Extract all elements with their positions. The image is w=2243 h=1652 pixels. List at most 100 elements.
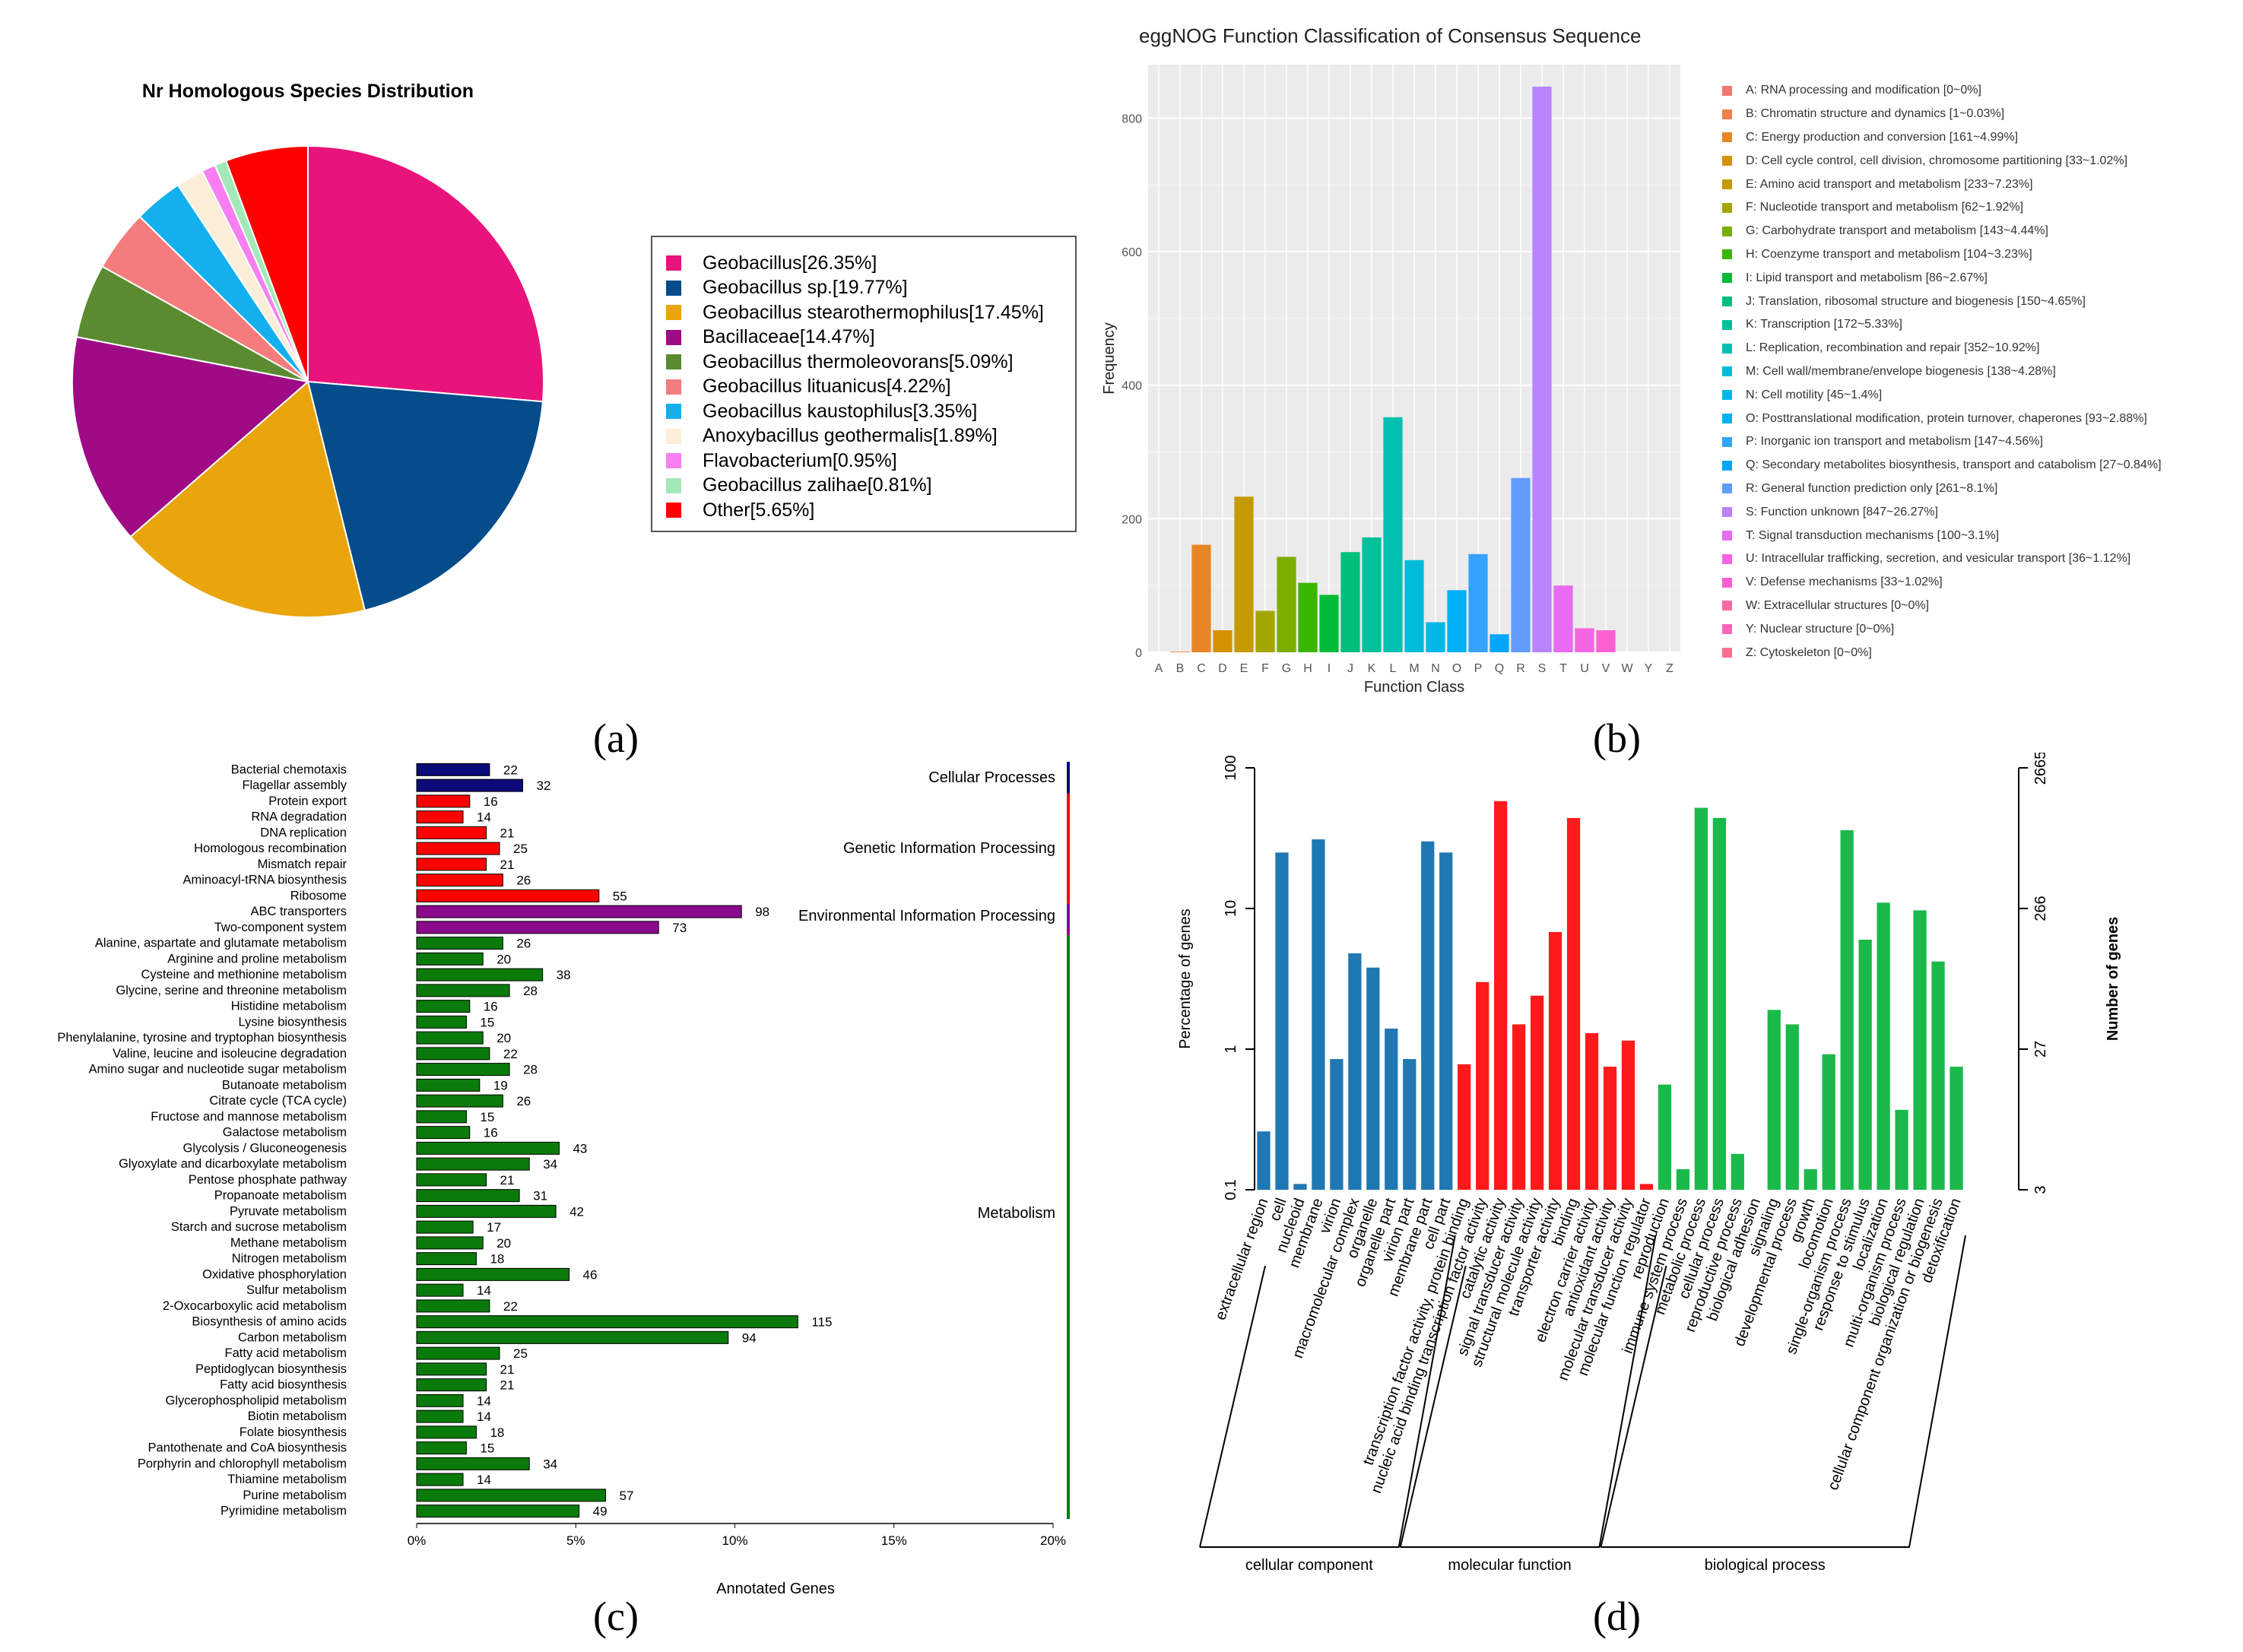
- bar-peptidoglycan-biosynthesis: [416, 1362, 487, 1376]
- row-label: Folate biosynthesis: [240, 1425, 347, 1439]
- bar-nucleic-acid-binding-transcription-factor-activity: [1476, 981, 1490, 1190]
- value-label: 94: [742, 1330, 757, 1345]
- y-tick-label: 10: [1223, 900, 1239, 917]
- panel-c: Bacterial chemotaxis 22 Flagellar assembly…: [0, 753, 1095, 1604]
- legend-swatch: [1722, 343, 1732, 354]
- bar-amino-sugar-and-nucleotide-sugar-metabolism: [416, 1063, 510, 1076]
- x-tick-label: N: [1431, 662, 1440, 675]
- row-label: Two-component system: [214, 921, 347, 934]
- bar-cysteine-and-methionine-metabolism: [416, 968, 544, 981]
- x-tick-label: H: [1303, 662, 1312, 675]
- x-tick-label: 20%: [1040, 1533, 1066, 1548]
- bar-nitrogen-metabolism: [416, 1252, 477, 1266]
- bar-reproduction: [1658, 1084, 1672, 1190]
- x-tick-label: V: [1602, 662, 1610, 675]
- group-label: cellular component: [1245, 1557, 1373, 1574]
- row-label: Oxidative phosphorylation: [202, 1267, 347, 1281]
- row-label: Butanoate metabolism: [222, 1078, 347, 1092]
- value-label: 16: [484, 1126, 498, 1140]
- value-label: 57: [619, 1489, 633, 1503]
- y-axis-label: Frequency: [1101, 322, 1118, 395]
- value-label: 22: [503, 1299, 518, 1314]
- bar-glycolysis-gluconeogenesis: [416, 1141, 560, 1155]
- pie-legend-item: Geobacillus lituanicus[4.22%]: [666, 375, 1075, 400]
- pie-legend-item: Bacillaceae[14.47%]: [666, 325, 1075, 350]
- value-label: 14: [477, 1283, 491, 1298]
- bar-R: [1511, 477, 1531, 652]
- bar-propanoate-metabolism: [416, 1189, 520, 1203]
- legend-swatch: [1722, 273, 1732, 284]
- legend-swatch: [666, 428, 681, 444]
- bar-Q: [1490, 634, 1509, 652]
- bar-single-organism-process: [1840, 830, 1854, 1190]
- bar-2-oxocarboxylic-acid-metabolism: [416, 1299, 490, 1313]
- legend-label: V: Defense mechanisms [33~1.02%]: [1746, 576, 1943, 589]
- bar-fatty-acid-metabolism: [416, 1346, 500, 1360]
- value-label: 20: [497, 1031, 511, 1045]
- row-label: Glycerophospholipid metabolism: [166, 1394, 347, 1407]
- pie-legend-item: Geobacillus[26.35%]: [666, 251, 1075, 276]
- y-tick-label: 800: [1122, 113, 1142, 125]
- x-tick-label: C: [1197, 662, 1206, 675]
- row-label: Homologous recombination: [194, 842, 347, 855]
- bar-pyruvate-metabolism: [416, 1204, 557, 1218]
- group-bracket: [1600, 1235, 1966, 1548]
- row-label: DNA replication: [260, 826, 347, 839]
- pie-legend-item: Geobacillus kaustophilus[3.35%]: [666, 399, 1075, 424]
- bar-abc-transporters: [416, 905, 742, 918]
- panel-b: eggNOG Function Classification of Consen…: [1095, 0, 2243, 730]
- legend-label: W: Extracellular structures [0~0%]: [1746, 598, 1930, 612]
- bar-aminoacyl-trna-biosynthesis: [416, 874, 503, 887]
- row-label: Arginine and proline metabolism: [167, 952, 347, 966]
- pie-chart: Nr Homologous Species Distribution: [71, 81, 544, 618]
- bar-glyoxylate-and-dicarboxylate-metabolism: [416, 1157, 530, 1171]
- row-label: Purine metabolism: [243, 1489, 347, 1502]
- eggnog-legend-item: N: Cell motility [45~1.4%]: [1722, 383, 2239, 407]
- eggnog-legend-item: R: General function prediction only [261…: [1722, 477, 2239, 501]
- value-label: 49: [593, 1505, 608, 1519]
- legend-swatch: [666, 379, 681, 395]
- legend-swatch: [1722, 109, 1732, 119]
- row-label: Fructose and mannose metabolism: [151, 1110, 347, 1124]
- legend-swatch: [666, 477, 681, 493]
- panel-d: 0.1 3 1 27 10 266 100 2665 Percentage of genes Nu…: [1125, 751, 2243, 1604]
- legend-label: H: Coenzyme transport and metabolism [10…: [1746, 247, 2032, 261]
- pie-slice-bacillaceae-14-47: [71, 335, 310, 538]
- eggnog-legend-item: F: Nucleotide transport and metabolism […: [1722, 196, 2239, 220]
- legend-swatch: [1722, 249, 1732, 260]
- bar-multi-organism-process: [1895, 1109, 1908, 1190]
- value-label: 17: [487, 1220, 501, 1235]
- eggnog-legend-item: Z: Cytoskeleton [0~0%]: [1722, 641, 2239, 664]
- legend-label: F: Nucleotide transport and metabolism […: [1746, 201, 2024, 214]
- legend-swatch: [666, 354, 681, 370]
- value-label: 22: [503, 763, 518, 777]
- bar-M: [1404, 560, 1424, 652]
- eggnog-legend-item: I: Lipid transport and metabolism [86~2.…: [1722, 266, 2239, 290]
- bar-glycerophospholipid-metabolism: [416, 1394, 464, 1407]
- value-label: 20: [497, 1236, 511, 1251]
- bar-D: [1213, 630, 1233, 652]
- bar-signal-transducer-activity: [1512, 1024, 1526, 1190]
- legend-label: Q: Secondary metabolites biosynthesis, t…: [1746, 458, 2162, 472]
- legend-swatch: [666, 453, 681, 469]
- bar-V: [1596, 630, 1616, 652]
- eggnog-legend-item: K: Transcription [172~5.33%]: [1722, 313, 2239, 337]
- bar-oxidative-phosphorylation: [416, 1267, 570, 1281]
- x-tick-label: W: [1621, 662, 1633, 675]
- value-label: 26: [516, 937, 531, 951]
- row-label: Sulfur metabolism: [246, 1283, 347, 1297]
- value-label: 46: [583, 1267, 598, 1282]
- pie-slice-other-5-65: [224, 144, 309, 382]
- bar-signaling: [1767, 1010, 1781, 1190]
- bar-lysine-biosynthesis: [416, 1015, 467, 1029]
- pie-legend-item: Flavobacterium[0.95%]: [666, 449, 1075, 474]
- value-label: 43: [573, 1141, 587, 1156]
- legend-swatch: [666, 305, 681, 321]
- value-label: 21: [500, 858, 515, 872]
- y-tick-label: 0.1: [1223, 1179, 1239, 1200]
- legend-swatch: [1722, 414, 1732, 424]
- value-label: 73: [672, 921, 687, 935]
- legend-label: Z: Cytoskeleton [0~0%]: [1746, 645, 1872, 659]
- bar-immune-system-process: [1676, 1168, 1690, 1190]
- x-tick-label: U: [1580, 662, 1589, 675]
